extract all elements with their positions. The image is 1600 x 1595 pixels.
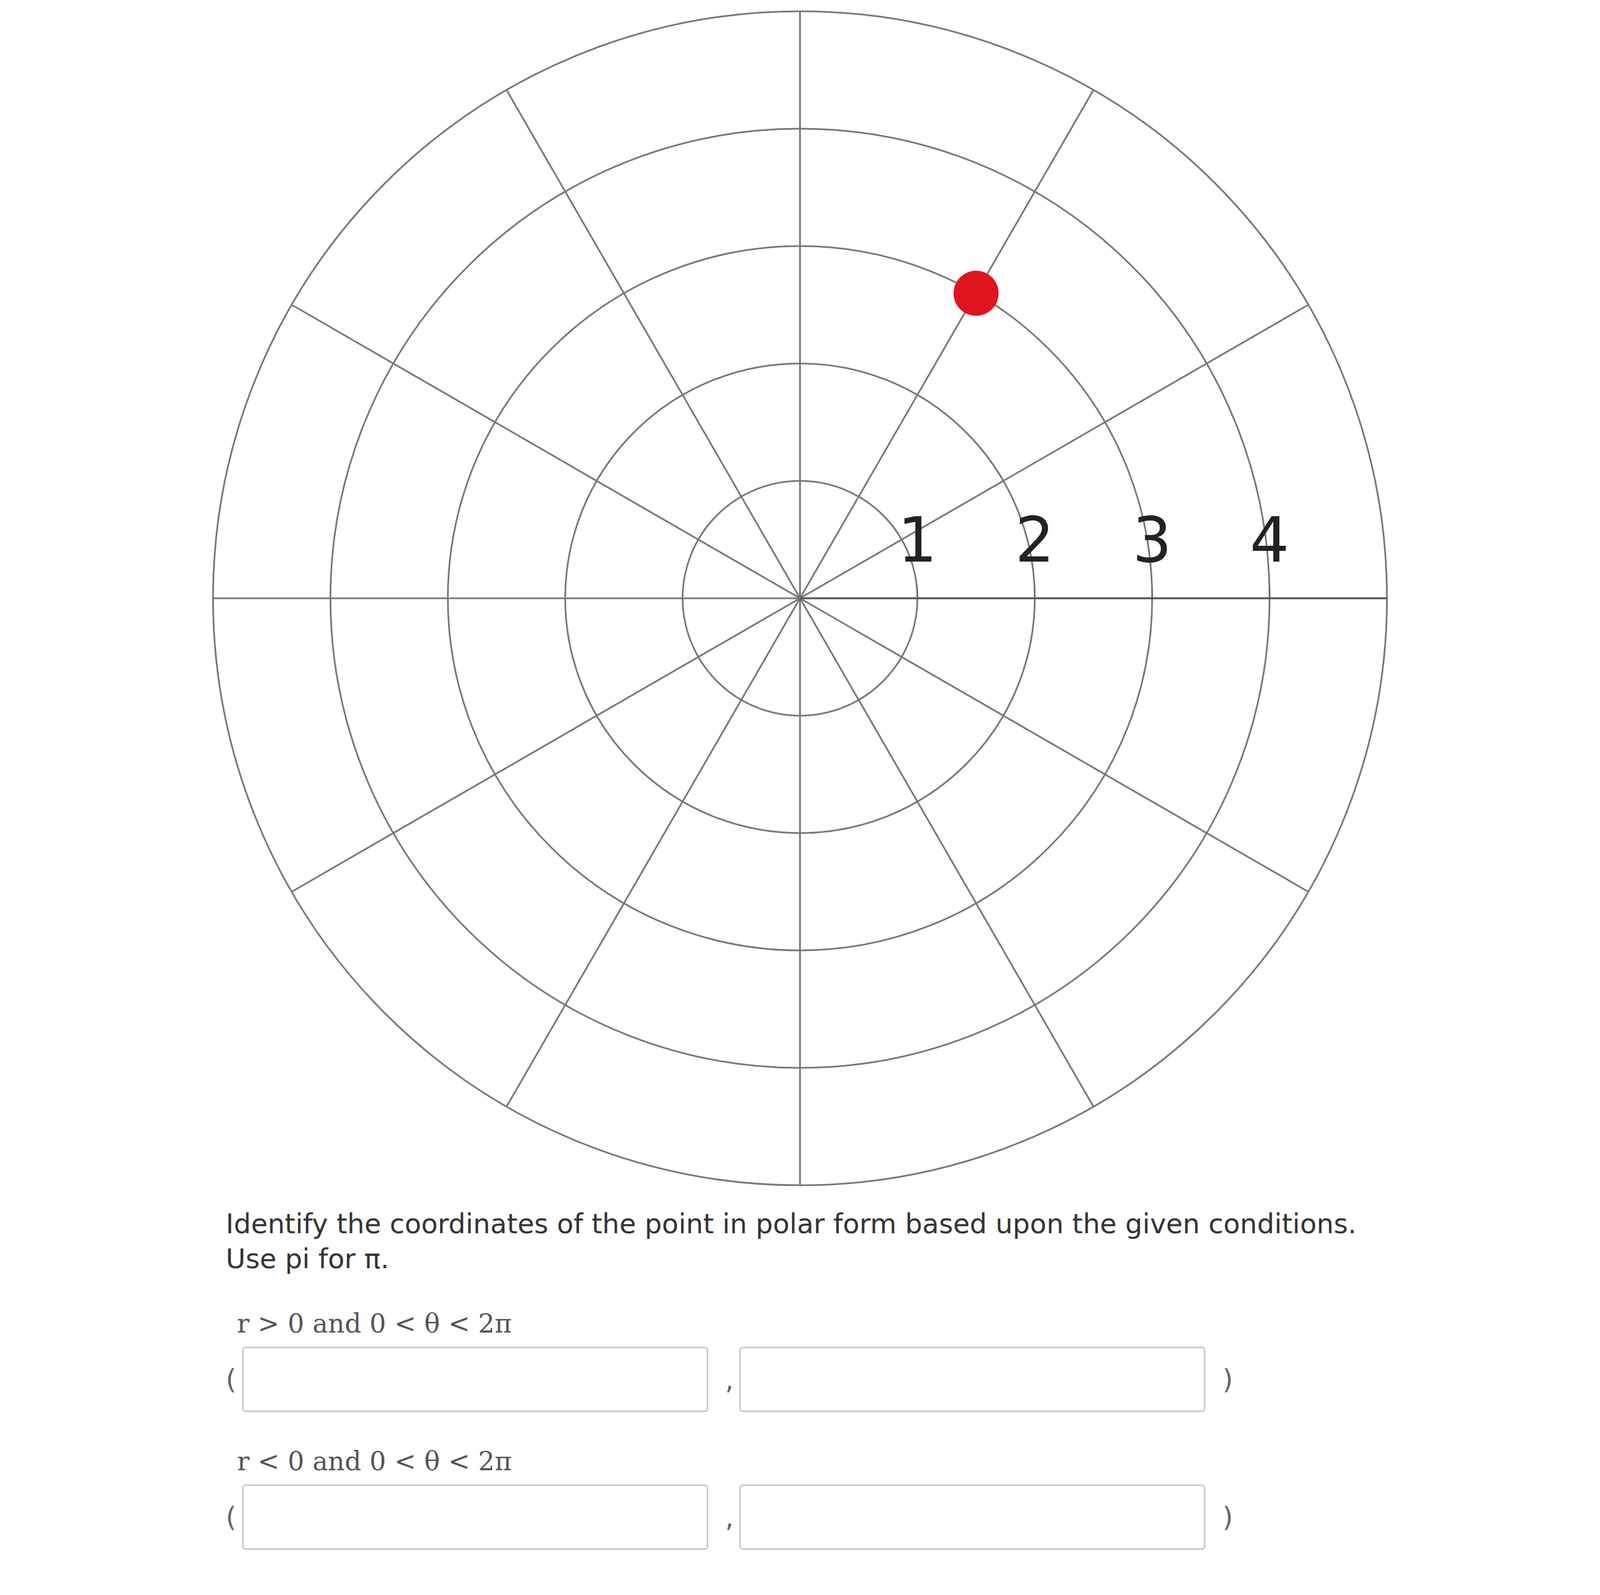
svg-text:3: 3 — [1132, 503, 1173, 577]
html-text:r < 0 and 0 < θ < 2π: r < 0 and 0 < θ < 2π — [237, 1445, 512, 1477]
svg-text:4: 4 — [1250, 503, 1290, 577]
svg-text:2: 2 — [1015, 503, 1055, 577]
html-text:Use pi for π.: Use pi for π. — [225, 1242, 390, 1275]
html-text:r > 0 and 0 < θ < 2π: r > 0 and 0 < θ < 2π — [237, 1308, 512, 1339]
svg-text:1: 1 — [897, 503, 938, 577]
html-text:Identify the coordinates of th: Identify the coordinates of the point in… — [225, 1207, 1357, 1240]
